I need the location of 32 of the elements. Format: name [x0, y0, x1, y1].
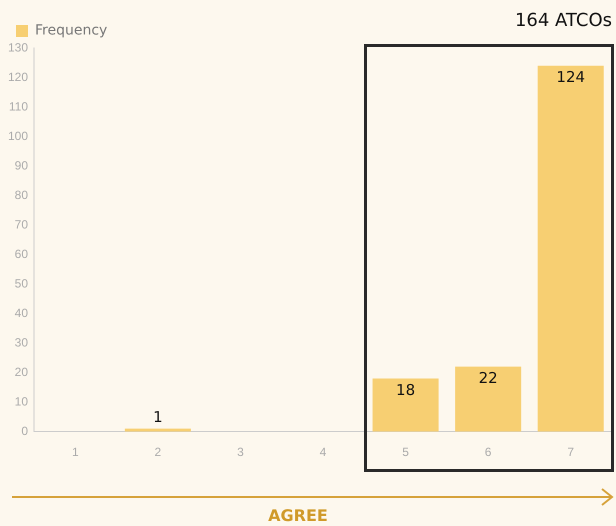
y-tick-label: 120 [8, 70, 28, 84]
y-tick-label: 100 [8, 128, 28, 143]
y-tick-label: 0 [21, 424, 28, 438]
y-tick-label: 40 [14, 306, 28, 320]
y-tick-label: 20 [14, 364, 28, 379]
x-tick-label: 2 [154, 445, 162, 460]
bar [372, 378, 439, 432]
y-tick-label: 110 [8, 99, 28, 114]
y-tick-label: 50 [14, 276, 28, 290]
y-tick-label: 70 [14, 217, 28, 232]
y-tick-label: 60 [14, 246, 28, 261]
x-tick-label: 5 [402, 445, 410, 460]
bar [538, 66, 604, 432]
x-tick-label: 6 [484, 445, 492, 460]
y-tick-label: 130 [8, 40, 28, 54]
y-tick-label: 90 [14, 158, 28, 172]
text: 164 ATCOs [514, 10, 612, 31]
text: AGREE [267, 506, 329, 525]
x-tick-label: 7 [567, 445, 574, 460]
y-tick-label: 80 [14, 188, 28, 202]
legend-label: Frequency [35, 22, 108, 39]
y-tick-label: 30 [14, 335, 28, 350]
x-tick-label: 4 [320, 445, 327, 460]
x-tick-label: 1 [72, 445, 79, 460]
bar [455, 366, 522, 432]
bar [124, 428, 191, 432]
y-tick-label: 10 [14, 394, 28, 408]
data-label: 124 [556, 68, 586, 86]
x-tick-label: 3 [237, 445, 244, 460]
data-label: 1 [153, 408, 163, 426]
data-label: 22 [478, 369, 498, 388]
data-label: 18 [396, 380, 416, 399]
